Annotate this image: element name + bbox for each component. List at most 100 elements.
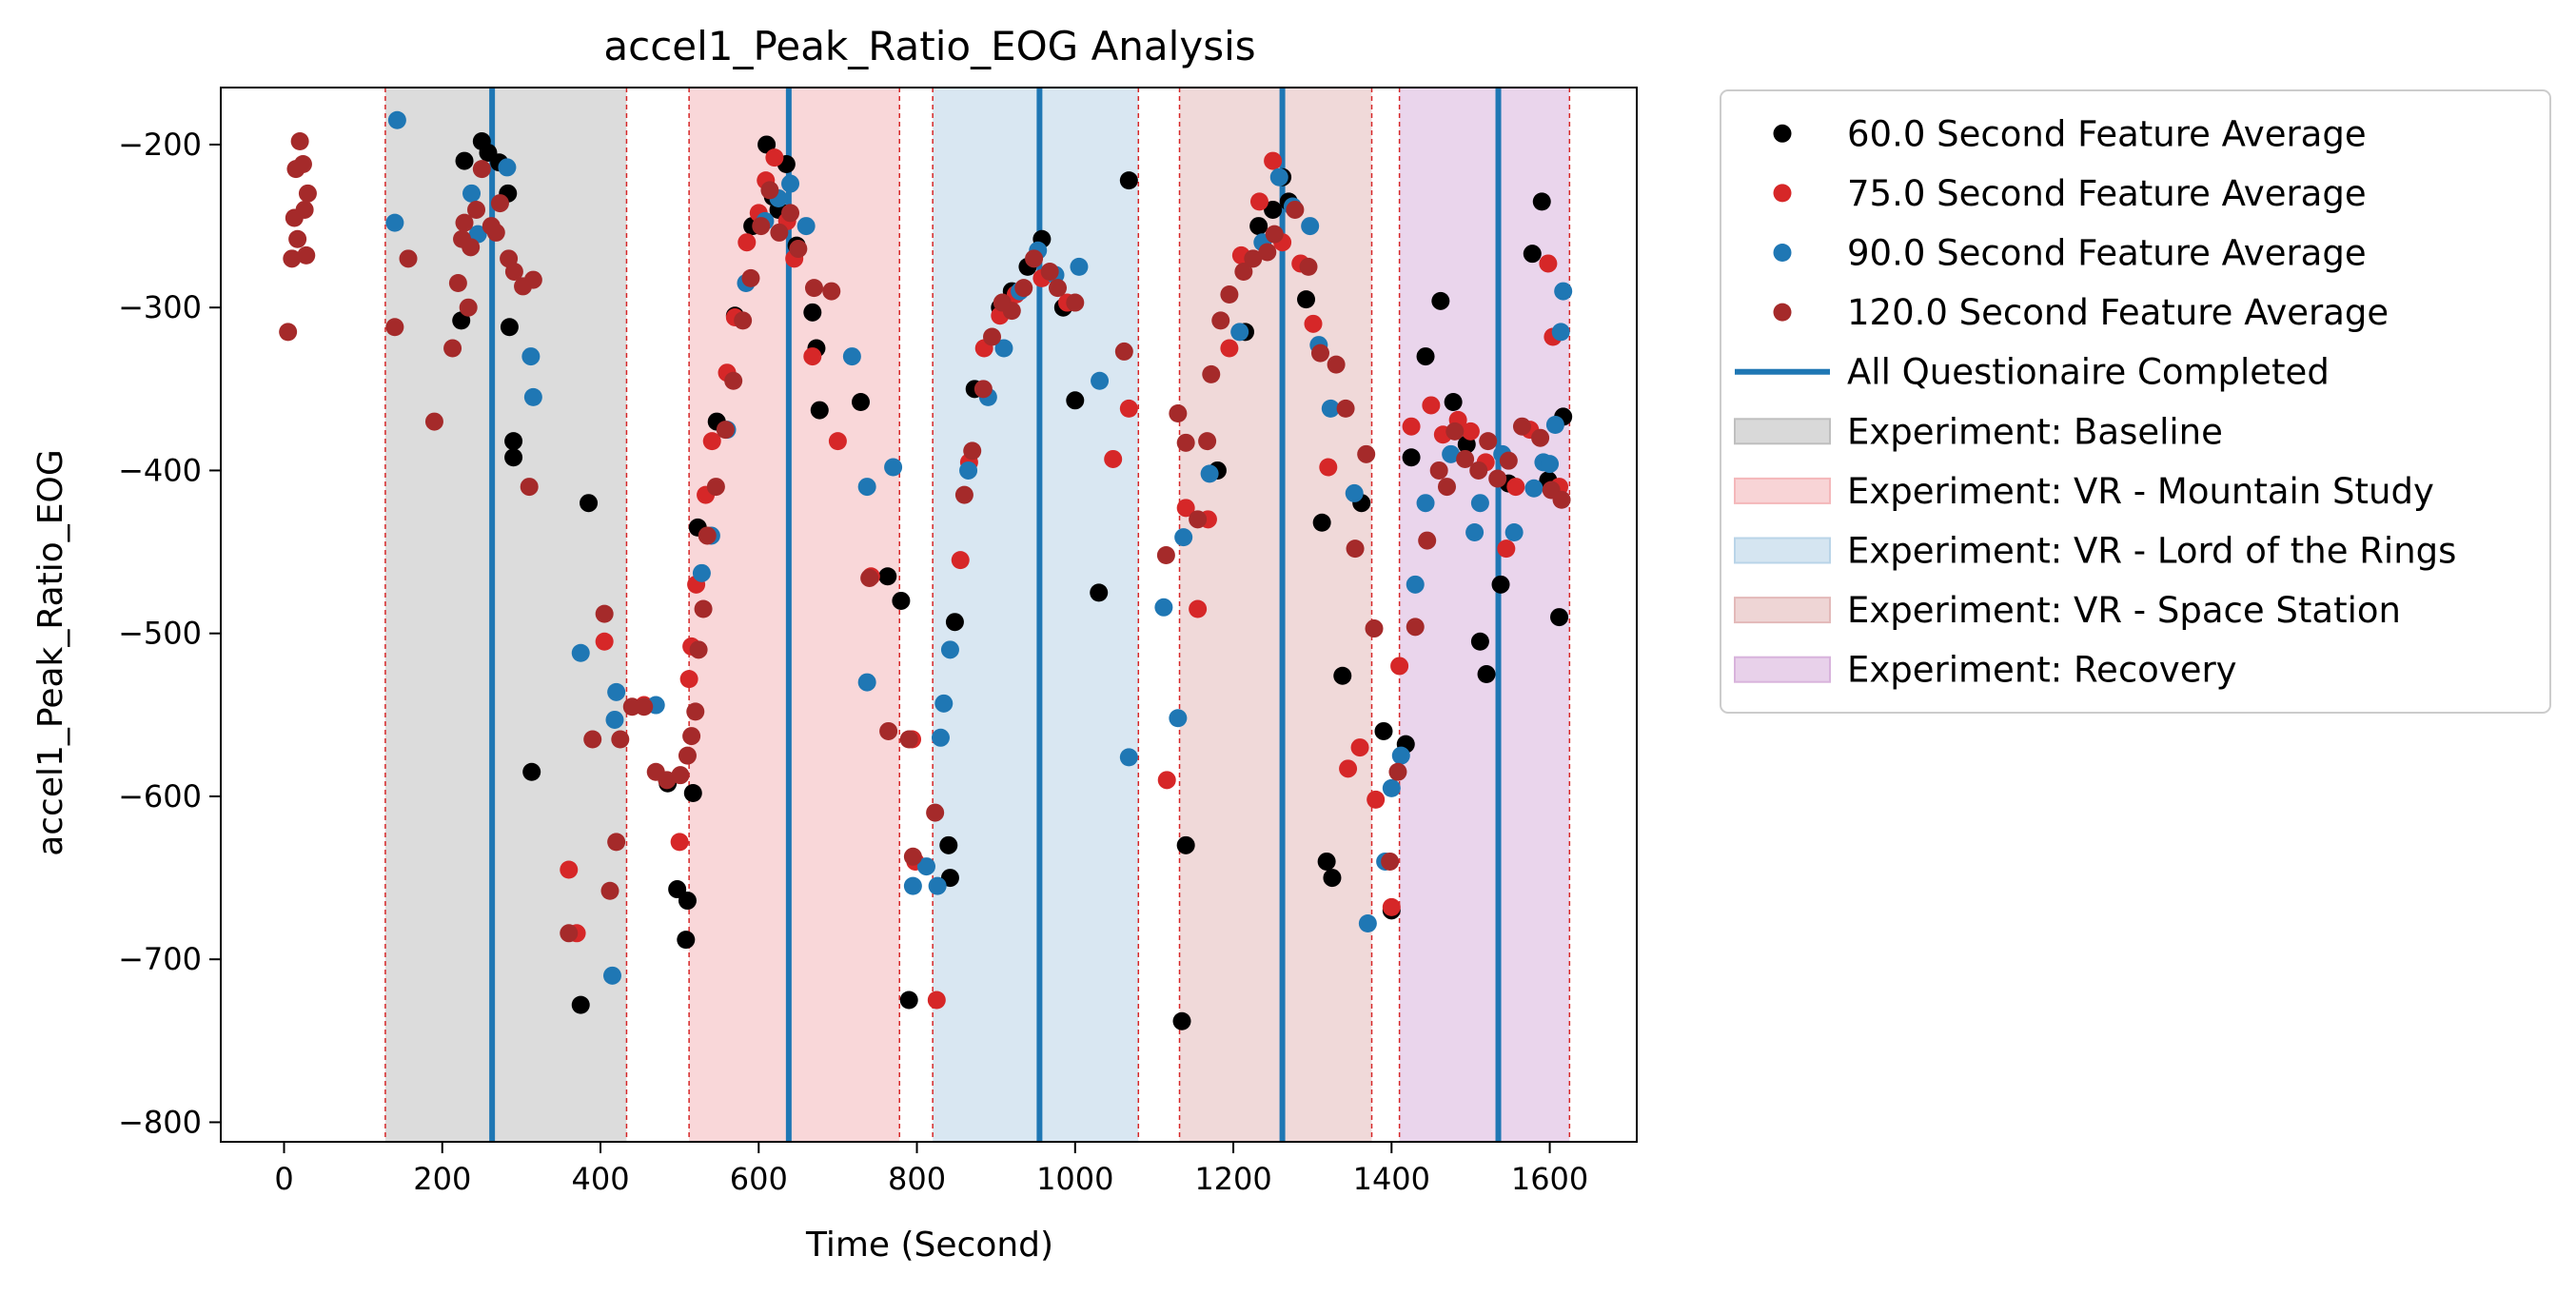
point-s1-5: [679, 670, 698, 689]
point-s1-51: [1422, 396, 1441, 415]
point-s0-68: [1477, 665, 1496, 684]
point-s3-91: [1336, 399, 1355, 418]
point-s1-47: [1367, 790, 1386, 809]
point-s0-63: [1416, 347, 1435, 366]
point-s3-52: [760, 181, 779, 200]
point-s3-74: [1114, 342, 1133, 361]
point-s3-100: [1437, 478, 1456, 497]
legend-label-7: Experiment: VR - Lord of the Rings: [1847, 531, 2456, 572]
point-s3-84: [1244, 249, 1263, 268]
point-s0-45: [1172, 1011, 1191, 1030]
point-s2-2: [462, 184, 482, 203]
point-s1-49: [1390, 657, 1409, 676]
y-axis-label: accel1_Peak_Ratio_EOG: [31, 449, 70, 856]
point-s3-19: [467, 200, 486, 219]
point-s3-59: [879, 721, 898, 740]
point-s0-44: [1119, 171, 1138, 190]
point-s3-57: [822, 282, 841, 301]
point-s3-82: [1220, 285, 1239, 304]
point-s3-47: [716, 421, 735, 440]
point-s3-13: [443, 339, 462, 358]
point-s3-61: [903, 847, 922, 866]
point-s2-50: [1345, 483, 1364, 502]
point-s1-40: [1264, 151, 1283, 170]
point-s3-22: [486, 223, 505, 242]
point-s3-7: [295, 200, 314, 219]
point-s3-4: [288, 229, 307, 248]
y-tick-label-4: −400: [118, 452, 202, 488]
point-s0-7: [504, 432, 523, 451]
legend-swatch-5: [1734, 418, 1831, 445]
legend-marker-2: [1773, 244, 1792, 262]
point-s2-29: [940, 640, 959, 659]
point-s0-0: [455, 151, 474, 170]
point-s3-63: [954, 485, 973, 504]
point-s3-48: [724, 371, 743, 390]
legend-label-2: 90.0 Second Feature Average: [1847, 233, 2367, 274]
point-s1-56: [1497, 540, 1516, 559]
point-s2-42: [1200, 464, 1219, 483]
point-s0-11: [580, 494, 599, 513]
x-tick-label-3: 600: [730, 1161, 788, 1197]
point-s3-20: [472, 160, 491, 179]
point-s0-54: [1312, 513, 1331, 532]
point-s0-8: [504, 448, 523, 467]
point-s3-17: [459, 298, 478, 317]
point-s3-95: [1381, 852, 1400, 871]
point-s1-57: [1506, 478, 1525, 497]
point-s0-56: [1323, 869, 1342, 888]
point-s3-101: [1445, 422, 1465, 441]
point-s3-77: [1176, 433, 1195, 452]
point-s3-42: [686, 702, 705, 721]
y-axis: −800 −700 −600 −500 −400 −300 −200: [118, 127, 221, 1140]
point-s3-73: [1066, 293, 1085, 312]
legend-label-0: 60.0 Second Feature Average: [1847, 113, 2367, 154]
axes-frame: [220, 87, 1638, 1143]
y-tick-label-1: −700: [118, 941, 202, 977]
point-s3-68: [1002, 302, 1021, 321]
legend-label-8: Experiment: VR - Space Station: [1847, 590, 2401, 631]
point-s0-14: [677, 931, 696, 950]
point-s1-2: [595, 632, 614, 651]
point-s2-12: [692, 563, 711, 582]
point-s3-69: [1014, 279, 1033, 298]
point-s2-38: [1119, 748, 1138, 767]
point-s3-78: [1189, 510, 1208, 529]
point-s1-39: [1249, 192, 1268, 211]
y-tick-label-5: −300: [118, 289, 202, 325]
point-s3-46: [706, 478, 725, 497]
point-s3-66: [983, 327, 1002, 346]
point-s3-43: [689, 640, 708, 659]
point-s3-89: [1310, 343, 1329, 363]
point-s1-32: [1119, 399, 1138, 418]
point-s2-45: [1269, 167, 1288, 186]
point-s0-50: [1264, 200, 1283, 219]
point-s1-24: [951, 551, 970, 570]
point-s2-4: [498, 158, 517, 177]
point-s2-21: [857, 478, 876, 497]
point-s3-55: [789, 240, 808, 259]
point-s2-65: [1545, 415, 1564, 434]
point-s2-66: [1551, 323, 1570, 342]
y-tick-label-3: −500: [118, 616, 202, 652]
point-s1-48: [1382, 897, 1401, 916]
point-s3-33: [607, 833, 626, 852]
point-s0-71: [1523, 245, 1542, 264]
point-s3-103: [1469, 461, 1488, 480]
legend-label-4: All Questionaire Completed: [1847, 352, 2330, 393]
point-s3-80: [1202, 364, 1221, 383]
point-s3-96: [1388, 762, 1407, 781]
point-s3-14: [448, 274, 467, 293]
point-s3-10: [385, 318, 404, 337]
point-s3-18: [462, 238, 481, 257]
point-s3-108: [1531, 428, 1550, 447]
point-s2-19: [796, 217, 816, 236]
point-s3-85: [1258, 243, 1277, 262]
point-s1-46: [1350, 738, 1369, 757]
legend-marker-0: [1773, 124, 1792, 143]
point-s2-10: [605, 710, 624, 729]
point-s3-97: [1406, 618, 1425, 637]
point-s3-58: [860, 568, 879, 587]
point-s1-33: [1157, 771, 1176, 790]
